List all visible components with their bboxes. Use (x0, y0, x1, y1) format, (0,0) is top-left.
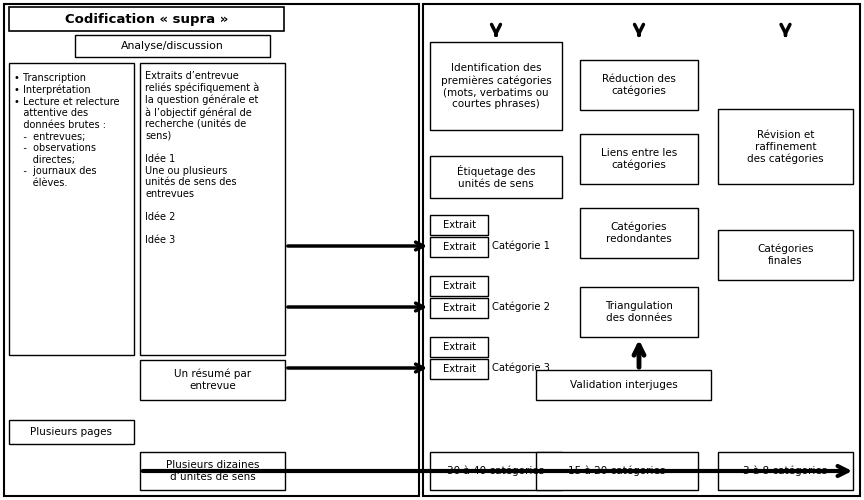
Bar (423, 4, 860, 496)
Text: Extrait: Extrait (442, 364, 475, 374)
Text: Extraits d’entrevue
reliés spécifiquement à
la question générale et
à l’objectif: Extraits d’entrevue reliés spécifiquemen… (145, 71, 259, 245)
Bar (430, 452, 562, 490)
Text: Extrait: Extrait (442, 242, 475, 252)
Bar (536, 452, 698, 490)
Text: 30 à 40 catégories: 30 à 40 catégories (448, 466, 544, 476)
Text: Catégorie 2: Catégorie 2 (492, 302, 550, 312)
Bar (430, 42, 562, 130)
Bar (9, 63, 134, 355)
Bar (580, 134, 698, 184)
Text: Étiquetage des
unités de sens: Étiquetage des unités de sens (457, 165, 536, 189)
Bar (430, 237, 488, 257)
Text: Révision et
raffinement
des catégories: Révision et raffinement des catégories (747, 130, 823, 164)
Bar (580, 208, 698, 258)
Bar (536, 370, 711, 400)
Text: Plusieurs pages: Plusieurs pages (30, 427, 112, 437)
Bar (430, 276, 488, 296)
Text: Extrait: Extrait (442, 342, 475, 352)
Bar (430, 359, 488, 379)
Bar (580, 287, 698, 337)
Bar (718, 230, 853, 280)
Bar (140, 360, 285, 400)
Bar (140, 63, 285, 355)
Text: Extrait: Extrait (442, 303, 475, 313)
Bar (580, 60, 698, 110)
Bar (430, 337, 488, 357)
Bar (75, 35, 270, 57)
Text: Catégorie 1: Catégorie 1 (492, 241, 550, 251)
Text: Validation interjuges: Validation interjuges (569, 380, 677, 390)
Text: Extrait: Extrait (442, 220, 475, 230)
Text: Réduction des
catégories: Réduction des catégories (602, 74, 676, 96)
Text: Catégorie 3: Catégorie 3 (492, 363, 550, 373)
Bar (140, 452, 285, 490)
Text: Codification « supra »: Codification « supra » (65, 12, 228, 26)
Text: • Transcription
• Interprétation
• Lecture et relecture
   attentive des
   donn: • Transcription • Interprétation • Lectu… (14, 73, 119, 188)
Text: Catégories
finales: Catégories finales (757, 244, 814, 266)
Bar (9, 7, 284, 31)
Text: Analyse/discussion: Analyse/discussion (121, 41, 224, 51)
Text: 3 à 8 catégories: 3 à 8 catégories (743, 466, 828, 476)
Text: 15 à 20 catégories: 15 à 20 catégories (569, 466, 665, 476)
Bar (718, 452, 853, 490)
Bar (718, 109, 853, 184)
Text: Extrait: Extrait (442, 281, 475, 291)
Text: Plusieurs dizaines
d’unités de sens: Plusieurs dizaines d’unités de sens (166, 460, 259, 482)
Text: Liens entre les
catégories: Liens entre les catégories (600, 148, 677, 170)
Text: Identification des
premières catégories
(mots, verbatims ou
courtes phrases): Identification des premières catégories … (441, 64, 551, 108)
Bar (4, 4, 419, 496)
Bar (430, 156, 562, 198)
Bar (430, 298, 488, 318)
Text: Triangulation
des données: Triangulation des données (605, 301, 673, 323)
Text: Catégories
redondantes: Catégories redondantes (607, 222, 672, 244)
Bar (430, 215, 488, 235)
Bar (9, 420, 134, 444)
Text: Un résumé par
entrevue: Un résumé par entrevue (174, 369, 251, 391)
